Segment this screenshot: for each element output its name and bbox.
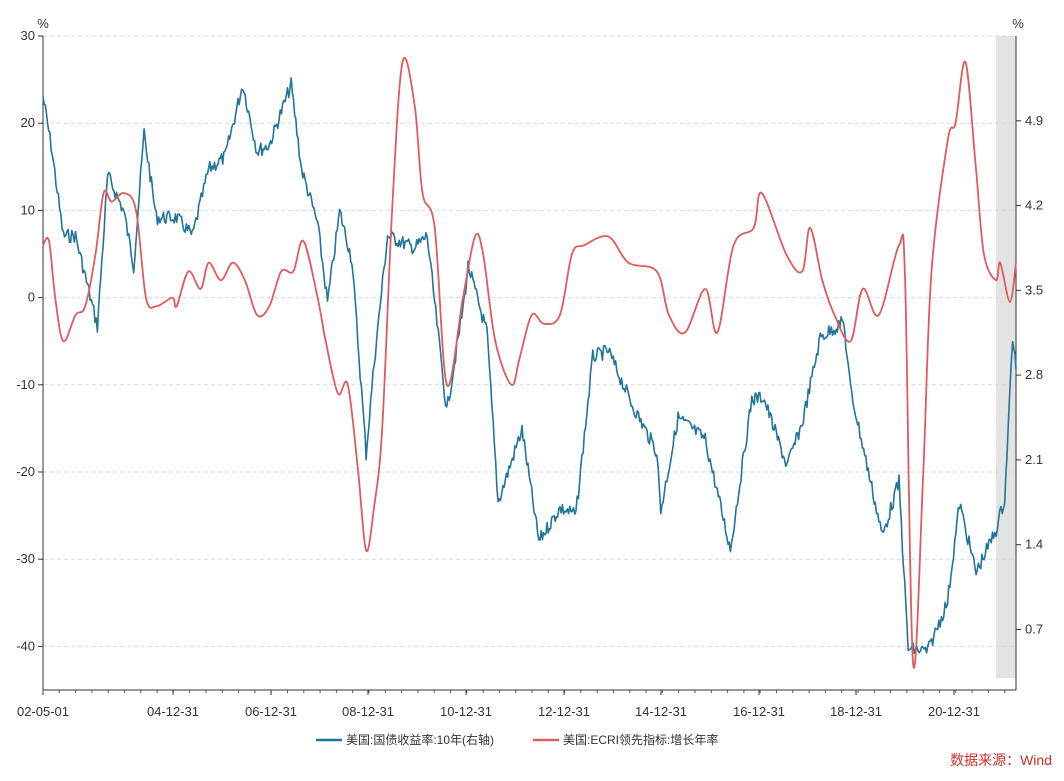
- left-axis-unit: %: [37, 16, 49, 31]
- left-tick-label: 0: [28, 290, 35, 305]
- right-tick-label: 3.5: [1025, 282, 1043, 297]
- left-tick-label: -30: [16, 551, 35, 566]
- right-tick-label: 2.8: [1025, 367, 1043, 382]
- right-tick-label: 4.9: [1025, 113, 1043, 128]
- x-tick-label: 14-12-31: [635, 704, 687, 719]
- x-tick-label: 02-05-01: [17, 704, 69, 719]
- x-tick-label: 20-12-31: [928, 704, 980, 719]
- right-tick-label: 0.7: [1025, 621, 1043, 636]
- left-tick-label: 10: [21, 202, 35, 217]
- x-tick-label: 08-12-31: [342, 704, 394, 719]
- left-tick-label: -10: [16, 377, 35, 392]
- right-tick-label: 2.1: [1025, 452, 1043, 467]
- x-tick-label: 04-12-31: [147, 704, 199, 719]
- x-tick-label: 18-12-31: [830, 704, 882, 719]
- x-tick-label: 10-12-31: [440, 704, 492, 719]
- left-tick-label: -40: [16, 638, 35, 653]
- source-note: 数据来源：Wind: [950, 752, 1052, 768]
- series-line-1: [42, 57, 1017, 669]
- x-tick-label: 06-12-31: [245, 704, 297, 719]
- series-line-0: [42, 77, 1017, 655]
- left-tick-label: 30: [21, 28, 35, 43]
- x-tick-label: 16-12-31: [733, 704, 785, 719]
- left-tick-label: -20: [16, 464, 35, 479]
- right-tick-label: 4.2: [1025, 198, 1043, 213]
- right-tick-label: 1.4: [1025, 537, 1043, 552]
- left-tick-label: 20: [21, 115, 35, 130]
- x-tick-label: 12-12-31: [538, 704, 590, 719]
- right-axis-unit: %: [1012, 16, 1024, 31]
- shaded-period: [995, 36, 1016, 678]
- legend-label-1: 美国:ECRI领先指标:增长年率: [563, 732, 718, 747]
- legend-label-0: 美国:国债收益率:10年(右轴): [346, 732, 494, 747]
